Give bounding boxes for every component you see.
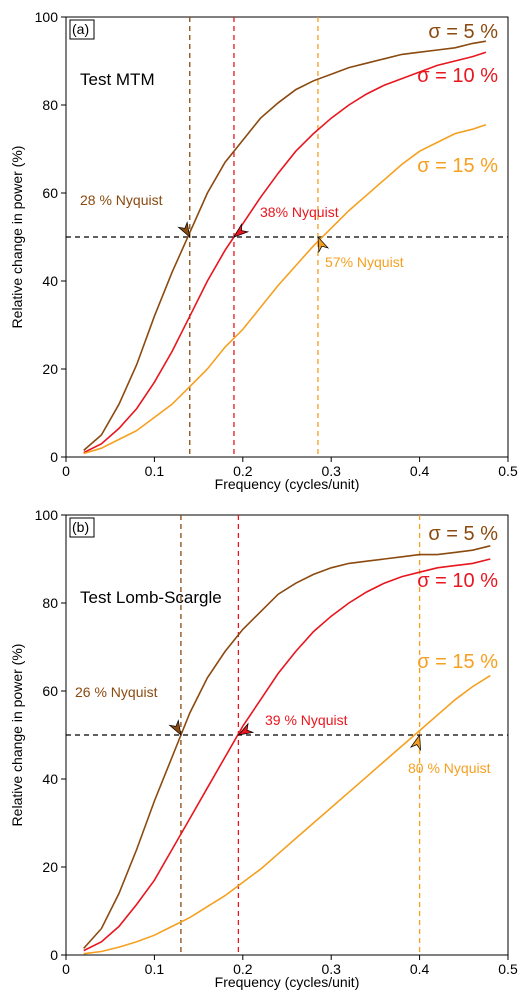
x-tick-label: 0.5 — [498, 961, 518, 977]
series-label: σ = 5 % — [428, 21, 498, 43]
y-tick-label: 0 — [50, 947, 58, 963]
x-tick-label: 0.4 — [410, 463, 430, 479]
x-tick-label: 0.3 — [321, 961, 341, 977]
x-tick-label: 0 — [62, 463, 70, 479]
x-tick-label: 0.3 — [321, 463, 341, 479]
y-tick-label: 100 — [35, 507, 59, 523]
marker-arrow — [168, 719, 182, 736]
y-tick-label: 60 — [42, 683, 58, 699]
series-line — [83, 558, 491, 952]
y-axis-label: Relative change in power (%) — [9, 146, 25, 329]
x-axis-label: Frequency (cycles/unit) — [215, 974, 360, 990]
x-tick-label: 0.1 — [145, 961, 165, 977]
series-line — [83, 674, 491, 955]
y-tick-label: 20 — [42, 361, 58, 377]
x-tick-label: 0.2 — [233, 961, 253, 977]
panel-label-box — [69, 517, 95, 538]
y-tick-label: 80 — [42, 595, 58, 611]
marker-arrow — [233, 222, 250, 238]
x-tick-label: 0.4 — [410, 961, 430, 977]
y-tick-label: 60 — [42, 185, 58, 201]
series-line — [83, 124, 487, 455]
series-line — [83, 40, 487, 452]
panel-label: (b) — [72, 519, 89, 535]
panel-title: Test MTM — [80, 70, 155, 89]
panel-label-box — [69, 19, 95, 40]
marker-label: 57% Nyquist — [325, 254, 404, 270]
series-label: σ = 5 % — [428, 523, 498, 545]
x-axis-label: Frequency (cycles/unit) — [215, 476, 360, 492]
panel-label: (a) — [72, 21, 89, 37]
y-tick-label: 0 — [50, 449, 58, 465]
marker-arrow — [177, 221, 191, 238]
series-line — [83, 545, 491, 949]
y-tick-label: 20 — [42, 859, 58, 875]
x-tick-label: 0.1 — [145, 463, 165, 479]
y-tick-label: 80 — [42, 97, 58, 113]
marker-label: 26 % Nyquist — [75, 684, 158, 700]
marker-label: 39 % Nyquist — [265, 712, 348, 728]
y-tick-label: 100 — [35, 9, 59, 25]
series-label: σ = 15 % — [417, 155, 498, 177]
series-label: σ = 15 % — [417, 651, 498, 673]
marker-arrow — [409, 733, 421, 752]
x-tick-label: 0 — [62, 961, 70, 977]
marker-arrow — [317, 236, 330, 254]
y-tick-label: 40 — [42, 273, 58, 289]
y-tick-label: 40 — [42, 771, 58, 787]
x-tick-label: 0.5 — [498, 463, 518, 479]
panel-title: Test Lomb-Scargle — [80, 588, 222, 607]
x-tick-label: 0.2 — [233, 463, 253, 479]
marker-label: 28 % Nyquist — [80, 192, 163, 208]
marker-arrow — [237, 722, 255, 736]
y-axis-label: Relative change in power (%) — [9, 644, 25, 827]
series-label: σ = 10 % — [417, 570, 498, 592]
marker-label: 38% Nyquist — [260, 204, 339, 220]
series-label: σ = 10 % — [417, 65, 498, 87]
series-line — [83, 51, 487, 454]
marker-label: 80 % Nyquist — [408, 760, 491, 776]
